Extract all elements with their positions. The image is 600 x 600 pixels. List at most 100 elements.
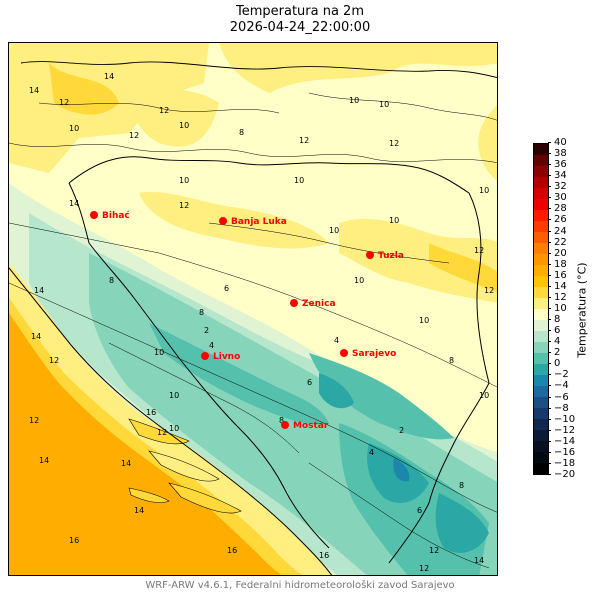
colorbar-tick-label: −20: [554, 469, 576, 480]
city-markers: Bihać Banja Luka Tuzla Zenica Livno Sara…: [90, 210, 404, 431]
city-mostar[interactable]: Mostar: [281, 421, 329, 431]
warm-zone-east-middle: [339, 218, 497, 303]
city-sarajevo[interactable]: Sarajevo: [340, 349, 396, 359]
colorbar-tick: 18: [548, 258, 567, 270]
colorbar-tick-label: 26: [554, 214, 567, 226]
colorbar-tick-label: −12: [554, 424, 576, 436]
colorbar-tick: 40: [548, 138, 567, 148]
colorbar-tick: 34: [548, 170, 567, 182]
city-livno[interactable]: Livno: [201, 352, 240, 362]
city-bihac[interactable]: Bihać: [90, 210, 130, 221]
warm-zone-east-core: [429, 243, 497, 293]
colorbar-tick-label: 12: [554, 291, 567, 303]
colorbar-tick-label: 38: [554, 148, 567, 160]
contour-label: 10: [379, 100, 389, 109]
city-marker-icon: [281, 421, 289, 429]
contour-label: 10: [419, 316, 429, 325]
contour-label: 10: [389, 216, 399, 225]
contour-label: 10: [294, 176, 304, 185]
colorbar-tick-label: 30: [554, 192, 567, 204]
colorbar-tick-label: 32: [554, 181, 567, 193]
colorbar-tick: 2: [547, 348, 560, 358]
contour-label: 14: [134, 506, 144, 515]
contour-label: 10: [479, 186, 489, 195]
northern-border: [20, 61, 497, 78]
colorbar-tick: −14: [547, 435, 576, 447]
contour-label: 14: [121, 459, 131, 468]
colorbar-tick: 32: [548, 181, 567, 193]
colorbar-tick-label: 10: [554, 303, 567, 314]
colorbar-tick: −6: [548, 391, 569, 403]
city-banja-luka[interactable]: Banja Luka: [219, 217, 287, 227]
map-canvas: 14 12 10 14 12 10 12 10 12 14 10 10 8 10…: [9, 43, 497, 575]
contour-label: 12: [179, 201, 189, 210]
contour-label: 2: [399, 426, 404, 435]
contour-label: 10: [179, 121, 189, 130]
colorbar-tick: 28: [548, 203, 567, 215]
contour-label: 12: [419, 564, 429, 573]
cold-spot-b: [435, 493, 489, 553]
colorbar-tick: 24: [548, 226, 567, 237]
contour-label: 16: [319, 551, 329, 560]
colorbar-tick-label: −16: [554, 446, 576, 458]
city-marker-icon: [90, 211, 98, 219]
colorbar-tick-label: −4: [554, 380, 569, 392]
contour-label: 14: [29, 86, 39, 95]
contour-label: 12: [299, 136, 309, 145]
warm-zone-sava-valley: [139, 191, 329, 249]
bih-border-north-east: [68, 156, 490, 384]
colorbar-tick-label: 8: [554, 314, 561, 326]
colorbar-tick-label: −18: [554, 457, 576, 469]
footer-credit: WRF-ARW v4.6.1, Federalni hidrometeorolo…: [145, 580, 455, 591]
contour-label: 2: [204, 326, 209, 335]
contour-label: 12: [474, 246, 484, 255]
colorbar-tick: 8: [547, 314, 561, 326]
contour-lines: [9, 92, 497, 569]
city-label: Bihać: [102, 210, 130, 221]
colorbar-tick-label: 28: [554, 203, 567, 215]
city-label: Zenica: [302, 299, 336, 309]
island-3: [168, 482, 242, 514]
colorbar: [533, 143, 549, 475]
contour-label: 8: [199, 308, 204, 317]
city-label: Tuzla: [378, 251, 404, 261]
city-label: Banja Luka: [231, 217, 287, 227]
contour-label: 8: [279, 416, 284, 425]
colorbar-tick-label: 34: [554, 170, 567, 182]
colorbar-tick-label: 22: [554, 236, 567, 248]
bih-border-south-east: [388, 382, 490, 564]
contour-label: 12: [484, 286, 494, 295]
chart-timestamp: 2026-04-24_22:00:00: [229, 20, 371, 35]
colorbar-tick-label: −14: [554, 435, 576, 447]
city-tuzla[interactable]: Tuzla: [366, 251, 404, 261]
contour-label: 10: [329, 226, 339, 235]
contour-label: 10: [354, 276, 364, 285]
cold-spot-core: [393, 458, 410, 482]
contour-label: 14: [104, 72, 114, 81]
colorbar-tick: −12: [547, 424, 576, 436]
colorbar-tick: 16: [548, 270, 567, 281]
contour-label: 14: [474, 556, 484, 565]
city-zenica[interactable]: Zenica: [290, 299, 336, 309]
contour-label: 4: [369, 448, 374, 457]
contour-label: 14: [69, 199, 79, 208]
colorbar-tick: −4: [548, 380, 569, 392]
colorbar-tick: 0: [547, 358, 561, 370]
city-marker-icon: [340, 349, 348, 357]
colorbar-tick-label: −10: [554, 413, 576, 425]
contour-label: 4: [209, 341, 214, 350]
contour-label: 10: [69, 124, 79, 133]
colorbar-tick-label: 18: [554, 258, 567, 270]
colorbar-tick-label: 0: [554, 358, 561, 370]
contour-label: 12: [157, 428, 167, 437]
contour-label: 10: [169, 424, 179, 433]
contour-label: 12: [129, 131, 139, 140]
contour-label: 10: [179, 176, 189, 185]
colorbar-tick-label: −6: [554, 391, 569, 403]
colorbar-tick: −18: [547, 457, 576, 469]
colorbar-tick: 14: [548, 281, 567, 292]
island-2: [148, 450, 220, 482]
warm-zone-north-west-core: [49, 63, 119, 115]
adriatic-sea: [9, 313, 282, 575]
colorbar-tick: 38: [548, 148, 567, 160]
